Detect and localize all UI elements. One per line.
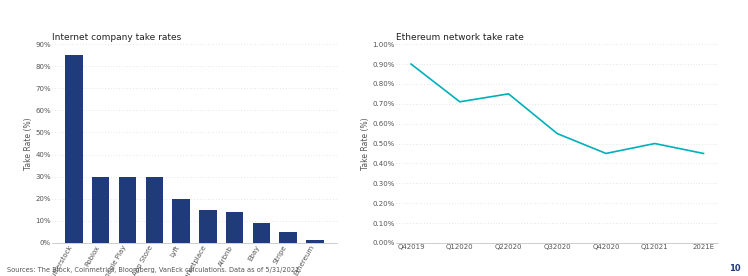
Bar	[92, 177, 109, 243]
Y-axis label: Take Rate (%): Take Rate (%)	[24, 117, 33, 170]
Bar	[280, 232, 297, 243]
Y-axis label: Take Rate (%): Take Rate (%)	[361, 117, 370, 170]
Bar	[306, 240, 324, 243]
Bar	[146, 177, 163, 243]
Bar	[172, 199, 190, 243]
Text: Internet company take rates: Internet company take rates	[52, 33, 182, 42]
Bar	[226, 212, 243, 243]
Bar	[253, 223, 270, 243]
Text: Ethereum network take rate: Ethereum network take rate	[396, 33, 524, 42]
Text: Sources: The Block, Coinmetrics, Bloomberg, VanEck calculations. Data as of 5/31: Sources: The Block, Coinmetrics, Bloombe…	[7, 267, 302, 273]
Text: 10: 10	[729, 264, 741, 273]
Bar	[119, 177, 136, 243]
Bar	[199, 210, 217, 243]
Bar	[65, 55, 83, 243]
